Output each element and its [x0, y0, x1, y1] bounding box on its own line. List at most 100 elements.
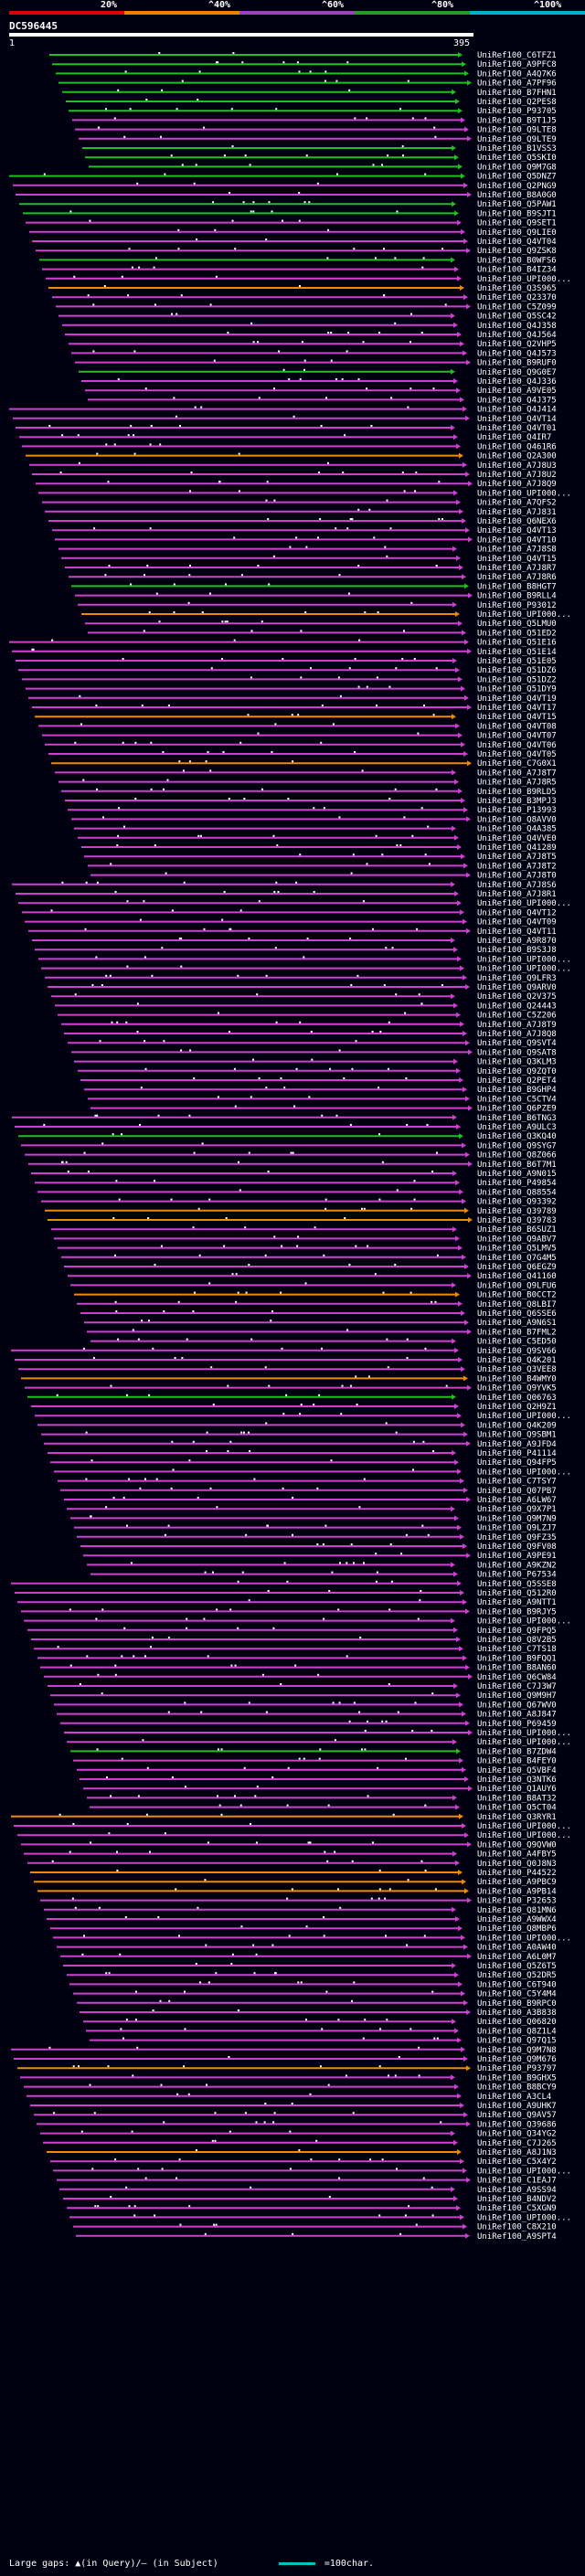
hit-id-link[interactable]: UniRef100_Q9LFU6: [477, 1281, 557, 1290]
hit-id-link[interactable]: UniRef100_Q9M9H7: [477, 1691, 557, 1701]
hit-row[interactable]: UniRef100_Q9M7G8: [89, 163, 557, 172]
hit-id-link[interactable]: UniRef100_C5ED50: [477, 1338, 557, 1347]
hit-row[interactable]: UniRef100_P67534: [90, 1571, 557, 1580]
hit-row[interactable]: UniRef100_Q9SVT4: [68, 1039, 557, 1048]
hit-id-link[interactable]: UniRef100_Q4VVE0: [477, 834, 557, 843]
hit-id-link[interactable]: UniRef100_A7J8Q9: [477, 480, 557, 489]
hit-row[interactable]: UniRef100_Q23370: [52, 293, 557, 302]
hit-row[interactable]: UniRef100_UPI000...: [46, 275, 571, 284]
hit-id-link[interactable]: UniRef100_Q9SVT4: [477, 1039, 557, 1048]
hit-row[interactable]: UniRef100_Q4VT08: [38, 722, 557, 731]
hit-row[interactable]: UniRef100_C6T940: [69, 1980, 557, 1989]
hit-row[interactable]: UniRef100_A9R870: [32, 937, 557, 946]
hit-row[interactable]: UniRef100_Q9FV08: [80, 1542, 557, 1552]
hit-id-link[interactable]: UniRef100_Q4VT11: [477, 928, 557, 937]
hit-id-link[interactable]: UniRef100_Q39783: [477, 1216, 557, 1225]
hit-row[interactable]: UniRef100_C1EAJ7: [57, 2177, 557, 2186]
hit-id-link[interactable]: UniRef100_Q3NTK6: [477, 1776, 557, 1785]
hit-id-link[interactable]: UniRef100_UPI000...: [477, 275, 571, 284]
hit-row[interactable]: UniRef100_Q4VT07: [42, 732, 557, 741]
hit-id-link[interactable]: UniRef100_Q2V375: [477, 992, 557, 1002]
hit-row[interactable]: UniRef100_Q9M7N8: [11, 2046, 557, 2055]
hit-row[interactable]: UniRef100_P32653: [40, 1897, 557, 1906]
hit-row[interactable]: UniRef100_UPI000...: [81, 610, 571, 620]
hit-row[interactable]: UniRef100_Q97Q15: [90, 2037, 557, 2046]
hit-id-link[interactable]: UniRef100_Q2H9Z1: [477, 1403, 557, 1412]
hit-id-link[interactable]: UniRef100_Q3S965: [477, 284, 557, 293]
hit-row[interactable]: UniRef100_Q4VT12: [22, 908, 557, 917]
hit-id-link[interactable]: UniRef100_Q4VT13: [477, 526, 557, 535]
hit-row[interactable]: UniRef100_A6LW67: [64, 1496, 557, 1505]
hit-row[interactable]: UniRef100_C7J265: [43, 2139, 557, 2148]
hit-row[interactable]: UniRef100_Q6NEX6: [48, 517, 557, 526]
hit-row[interactable]: UniRef100_Q06820: [83, 2018, 557, 2027]
hit-id-link[interactable]: UniRef100_A9PE91: [477, 1552, 557, 1561]
hit-id-link[interactable]: UniRef100_A7J8T9: [477, 1021, 557, 1030]
hit-id-link[interactable]: UniRef100_P32653: [477, 1897, 557, 1906]
hit-row[interactable]: UniRef100_Q51DZ6: [18, 666, 557, 675]
hit-id-link[interactable]: UniRef100_A9JFD4: [477, 1440, 557, 1449]
hit-row[interactable]: UniRef100_Q9SAT8: [71, 1048, 557, 1057]
hit-id-link[interactable]: UniRef100_UPI000...: [477, 1831, 571, 1840]
hit-id-link[interactable]: UniRef100_B8AT32: [477, 1794, 557, 1803]
hit-row[interactable]: UniRef100_Q5Z6T5: [63, 1962, 557, 1971]
hit-row[interactable]: UniRef100_A9PBC9: [34, 1878, 557, 1887]
hit-id-link[interactable]: UniRef100_Q07PB7: [477, 1487, 557, 1496]
hit-row[interactable]: UniRef100_B8A0G0: [16, 191, 557, 200]
hit-id-link[interactable]: UniRef100_Q5PAW1: [477, 200, 557, 209]
hit-id-link[interactable]: UniRef100_UPI000...: [477, 955, 571, 964]
hit-id-link[interactable]: UniRef100_Q9FV08: [477, 1542, 557, 1552]
hit-row[interactable]: UniRef100_B7ZDW4: [70, 1747, 557, 1756]
hit-row[interactable]: UniRef100_B8BCY9: [24, 2083, 557, 2093]
hit-id-link[interactable]: UniRef100_A0AW40: [477, 1944, 557, 1953]
hit-row[interactable]: UniRef100_Q51E14: [12, 648, 557, 657]
hit-row[interactable]: UniRef100_C7J3W7: [48, 1682, 557, 1691]
hit-row[interactable]: UniRef100_Q06763: [27, 1394, 557, 1403]
hit-row[interactable]: UniRef100_C5X4Y2: [50, 2157, 557, 2167]
hit-id-link[interactable]: UniRef100_C6T940: [477, 1980, 557, 1989]
hit-row[interactable]: UniRef100_Q6CW84: [44, 1673, 557, 1682]
hit-id-link[interactable]: UniRef100_Q4VT07: [477, 732, 557, 741]
hit-id-link[interactable]: UniRef100_A9ULC3: [477, 1123, 557, 1132]
hit-id-link[interactable]: UniRef100_Q5LMU0: [477, 620, 557, 629]
hit-id-link[interactable]: UniRef100_A7J8U2: [477, 471, 557, 480]
hit-id-link[interactable]: UniRef100_B9GHP4: [477, 1086, 557, 1095]
hit-id-link[interactable]: UniRef100_Q06820: [477, 2018, 557, 2027]
hit-id-link[interactable]: UniRef100_A8J847: [477, 1711, 557, 1720]
hit-row[interactable]: UniRef100_A7J8U2: [32, 471, 557, 480]
hit-id-link[interactable]: UniRef100_C5CTV4: [477, 1095, 557, 1104]
hit-row[interactable]: UniRef100_P93012: [78, 601, 557, 610]
hit-id-link[interactable]: UniRef100_Q88554: [477, 1188, 557, 1197]
hit-id-link[interactable]: UniRef100_Q8AVV0: [477, 815, 557, 824]
hit-row[interactable]: UniRef100_C7G0X1: [51, 759, 557, 769]
hit-id-link[interactable]: UniRef100_A9N015: [477, 1170, 557, 1179]
hit-row[interactable]: UniRef100_P44522: [30, 1869, 557, 1878]
hit-id-link[interactable]: UniRef100_P93705: [477, 107, 557, 116]
hit-id-link[interactable]: UniRef100_C5Y4M4: [477, 1990, 557, 1999]
hit-row[interactable]: UniRef100_A7J8Q8: [64, 1030, 557, 1039]
hit-id-link[interactable]: UniRef100_P67534: [477, 1571, 557, 1580]
hit-id-link[interactable]: UniRef100_P93012: [477, 601, 557, 610]
hit-id-link[interactable]: UniRef100_UPI000...: [477, 610, 571, 620]
hit-id-link[interactable]: UniRef100_A3CL4: [477, 2093, 551, 2102]
hit-row[interactable]: UniRef100_C5Y4M4: [73, 1990, 557, 1999]
hit-row[interactable]: UniRef100_Q4VT09: [25, 918, 557, 928]
hit-row[interactable]: UniRef100_Q2PET4: [80, 1076, 557, 1086]
hit-id-link[interactable]: UniRef100_P44522: [477, 1869, 557, 1878]
hit-id-link[interactable]: UniRef100_Q5SKI0: [477, 154, 557, 163]
hit-id-link[interactable]: UniRef100_A9PB14: [477, 1887, 557, 1896]
hit-id-link[interactable]: UniRef100_A7J8U3: [477, 461, 557, 471]
hit-id-link[interactable]: UniRef100_Q9LZJ7: [477, 1524, 557, 1533]
hit-row[interactable]: UniRef100_Q5VBF4: [77, 1766, 557, 1776]
hit-id-link[interactable]: UniRef100_Q4VT15: [477, 555, 557, 564]
hit-id-link[interactable]: UniRef100_Q9G0E7: [477, 368, 557, 377]
hit-id-link[interactable]: UniRef100_Q9M7N9: [477, 1514, 557, 1523]
hit-id-link[interactable]: UniRef100_Q4J414: [477, 406, 557, 415]
hit-id-link[interactable]: UniRef100_Q23370: [477, 293, 557, 302]
hit-row[interactable]: UniRef100_Q88554: [37, 1188, 557, 1197]
hit-id-link[interactable]: UniRef100_B4IZ34: [477, 266, 557, 275]
hit-row[interactable]: UniRef100_Q3VEE8: [18, 1365, 557, 1374]
hit-row[interactable]: UniRef100_B8AN60: [40, 1664, 557, 1673]
hit-row[interactable]: UniRef100_Q4VT05: [48, 750, 557, 759]
hit-id-link[interactable]: UniRef100_C7TS18: [477, 1645, 557, 1654]
